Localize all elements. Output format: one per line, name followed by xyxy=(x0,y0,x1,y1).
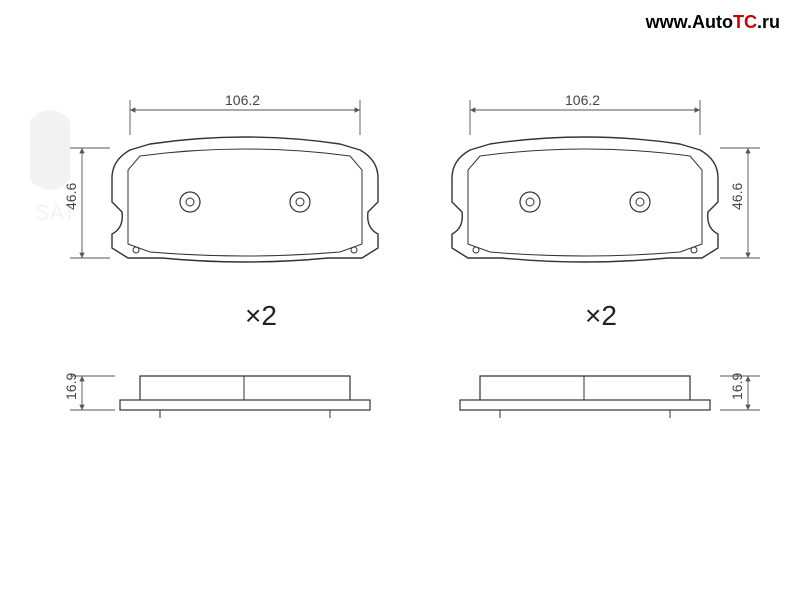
right-width-dim: 106.2 xyxy=(470,92,700,135)
left-pad-front xyxy=(112,137,378,262)
right-height-dim: 46.6 xyxy=(720,148,760,258)
left-height-label: 46.6 xyxy=(63,183,79,210)
right-width-label: 106.2 xyxy=(565,92,600,108)
left-width-label: 106.2 xyxy=(225,92,260,108)
left-qty: ×2 xyxy=(245,300,277,332)
right-pad-front xyxy=(452,137,718,262)
left-height-dim: 46.6 xyxy=(63,148,110,258)
right-height-label: 46.6 xyxy=(729,183,745,210)
right-thick-label: 16.9 xyxy=(729,373,745,400)
technical-drawing: www.AutoTC.ru SAT xyxy=(0,0,800,600)
drawing-svg: SAT 106.2 46.6 xyxy=(0,0,800,600)
left-thick-dim: 16.9 xyxy=(63,373,115,410)
left-pad-side xyxy=(120,376,370,418)
right-qty: ×2 xyxy=(585,300,617,332)
right-thick-dim: 16.9 xyxy=(720,373,760,410)
left-width-dim: 106.2 xyxy=(130,92,360,135)
right-pad-side xyxy=(460,376,710,418)
left-thick-label: 16.9 xyxy=(63,373,79,400)
